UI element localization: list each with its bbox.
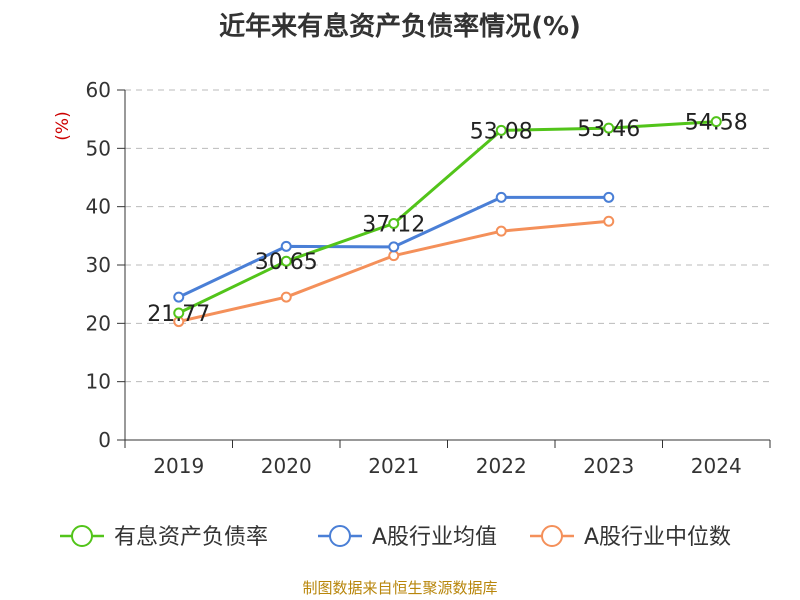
data-point xyxy=(280,240,292,252)
axes: 0 10 20 30 40 50 60 2019 2020 2021 2022 2023 2024 (%) xyxy=(53,78,771,478)
series-line xyxy=(178,120,717,315)
legend-item[interactable]: A股行业均值 xyxy=(318,525,497,550)
data-point xyxy=(495,191,507,203)
data-point xyxy=(173,307,185,319)
y-tick-label: 50 xyxy=(86,136,111,160)
y-axis-label: (%) xyxy=(53,111,73,140)
data-point xyxy=(280,291,292,303)
data-labels: 21.77 30.65 37.12 53.08 53.46 54.58 xyxy=(147,111,747,327)
legend-item[interactable]: 有息资产负债率 xyxy=(60,525,268,550)
data-point xyxy=(495,225,507,237)
legend-label: A股行业中位数 xyxy=(584,525,731,550)
data-label: 54.58 xyxy=(685,111,748,136)
data-point xyxy=(173,291,185,303)
legend-item[interactable]: A股行业中位数 xyxy=(530,525,731,550)
x-tick-label: 2019 xyxy=(153,454,204,478)
x-tick-label: 2022 xyxy=(476,454,527,478)
data-point xyxy=(388,250,400,262)
y-tick-label: 20 xyxy=(86,311,111,335)
source-footer: 制图数据来自恒生聚源数据库 xyxy=(302,579,498,597)
data-label: 53.46 xyxy=(577,117,640,142)
y-tick-label: 40 xyxy=(86,195,111,219)
data-point xyxy=(388,217,400,229)
y-tick-label: 30 xyxy=(86,253,111,277)
x-tick-label: 2021 xyxy=(368,454,419,478)
data-point xyxy=(603,191,615,203)
y-tick-label: 60 xyxy=(86,78,111,102)
legend-label: 有息资产负债率 xyxy=(114,525,268,550)
y-tick-label: 0 xyxy=(98,428,111,452)
data-point xyxy=(603,215,615,227)
legend-marker xyxy=(541,525,563,547)
data-point xyxy=(710,116,722,128)
x-tick-label: 2023 xyxy=(583,454,634,478)
y-tick-label: 10 xyxy=(86,370,111,394)
legend-marker xyxy=(71,525,93,547)
series-lines xyxy=(173,116,722,328)
data-point xyxy=(603,122,615,134)
data-point xyxy=(388,241,400,253)
data-label: 21.77 xyxy=(147,302,210,327)
data-label: 53.08 xyxy=(470,119,533,144)
x-tick-label: 2020 xyxy=(261,454,312,478)
data-point xyxy=(495,124,507,136)
grid-lines xyxy=(125,89,770,383)
chart-title: 近年来有息资产负债率情况(%) xyxy=(219,12,581,42)
legend-label: A股行业均值 xyxy=(372,525,497,550)
legend-marker xyxy=(329,525,351,547)
legend[interactable]: 有息资产负债率 A股行业均值 A股行业中位数 xyxy=(60,525,731,550)
data-point xyxy=(280,255,292,267)
data-label: 37.12 xyxy=(362,212,425,237)
data-label: 30.65 xyxy=(255,250,318,275)
x-tick-label: 2024 xyxy=(691,454,742,478)
